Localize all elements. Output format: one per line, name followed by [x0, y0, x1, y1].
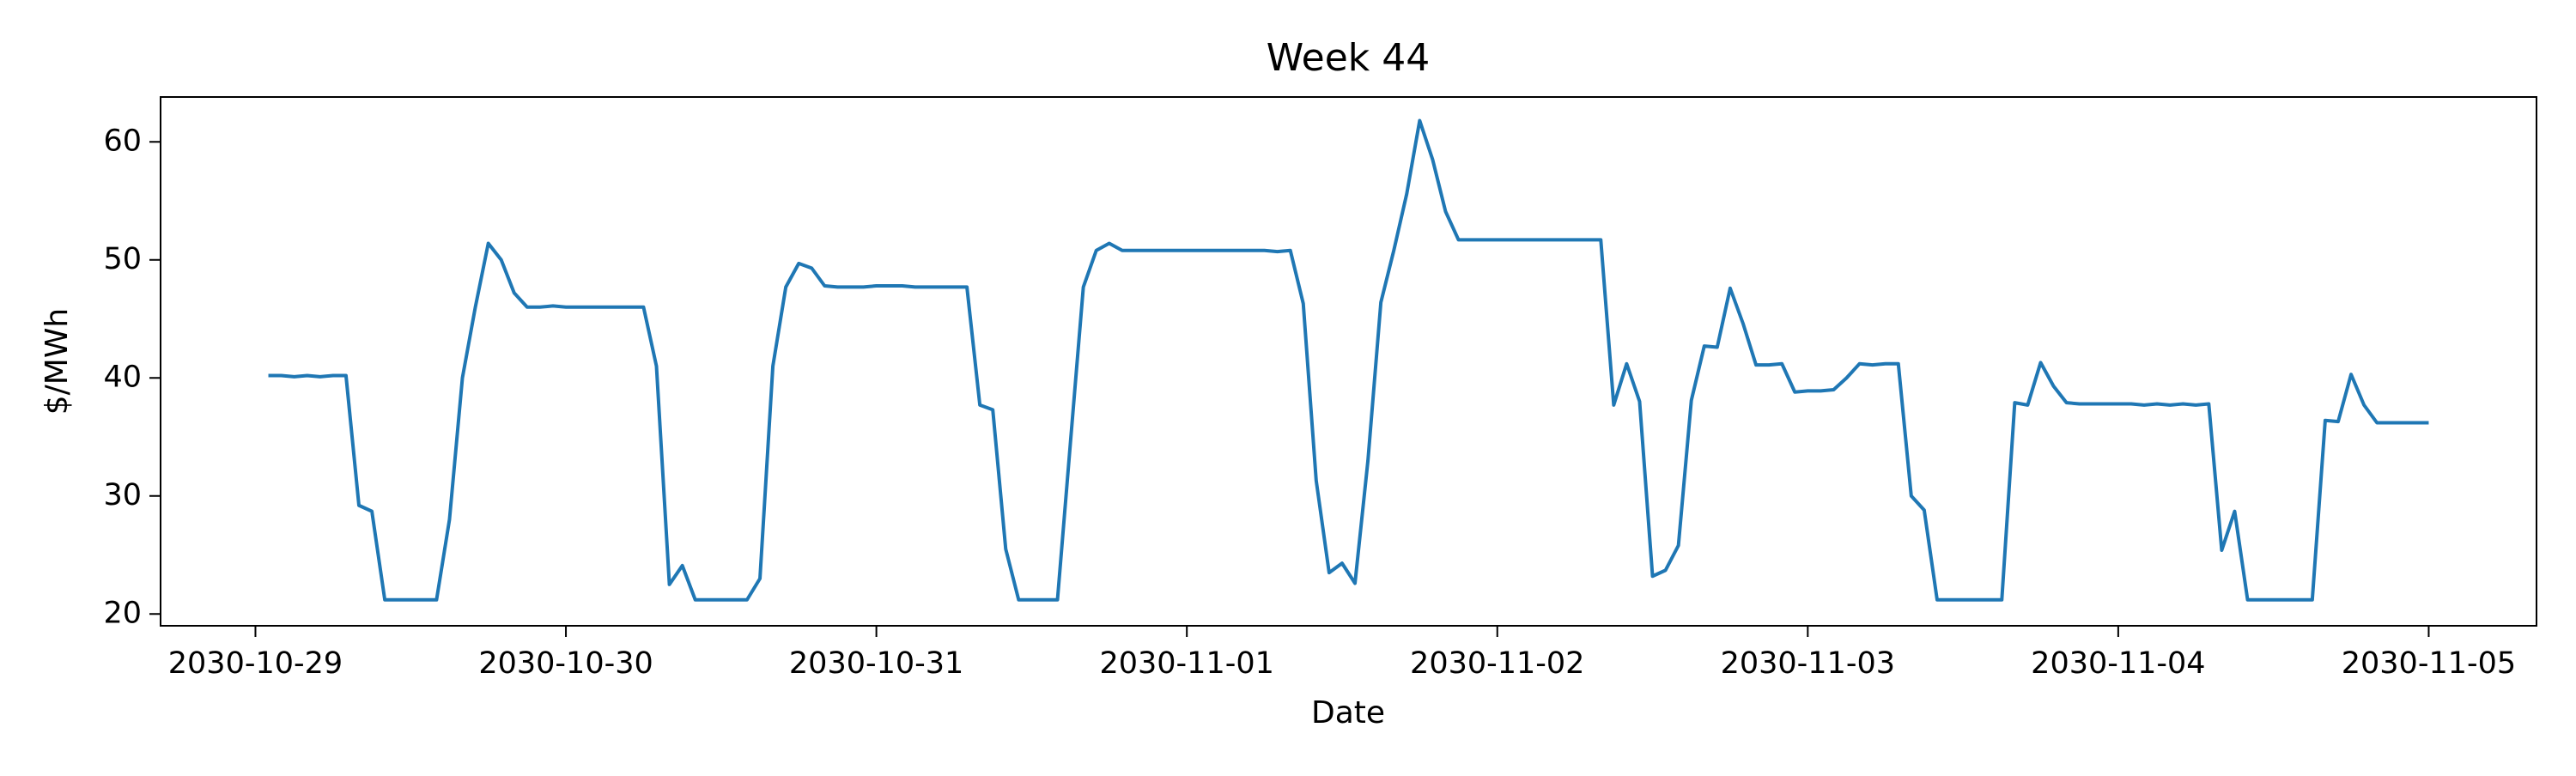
- x-tick-label: 2030-10-29: [168, 646, 343, 681]
- y-tick-label: 50: [103, 242, 142, 276]
- plot-frame: [160, 96, 2537, 627]
- x-tick-label: 2030-10-30: [478, 646, 653, 681]
- x-tick-label: 2030-10-31: [789, 646, 963, 681]
- y-tick-label: 40: [103, 360, 142, 394]
- x-tick-label: 2030-11-02: [1410, 646, 1584, 681]
- y-axis-label: $/MWh: [39, 308, 75, 415]
- y-tick-label: 20: [103, 596, 142, 630]
- y-tick-label: 30: [103, 478, 142, 512]
- x-tick-label: 2030-11-04: [2031, 646, 2205, 681]
- y-tick-label: 60: [103, 124, 142, 158]
- chart-title: Week 44: [1267, 36, 1431, 80]
- data-line: [268, 118, 2429, 602]
- x-tick-label: 2030-11-01: [1099, 646, 1273, 681]
- x-tick-label: 2030-11-03: [1721, 646, 1895, 681]
- x-axis-label: Date: [1311, 695, 1385, 731]
- x-tick-label: 2030-11-05: [2342, 646, 2516, 681]
